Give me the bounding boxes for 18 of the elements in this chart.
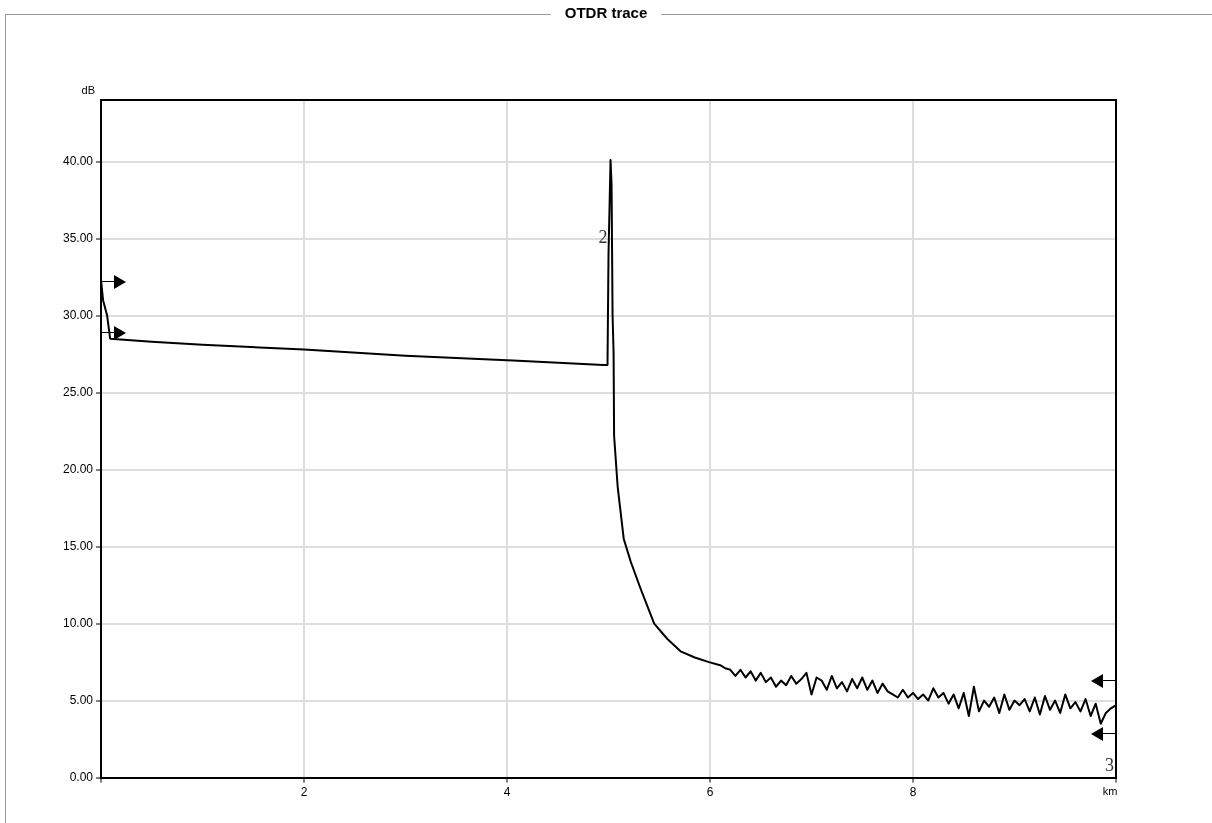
y-tick-label: 5.00 <box>69 692 94 707</box>
y-axis-title: dB <box>81 83 96 96</box>
y-tick-label: 25.00 <box>63 384 94 399</box>
x-axis-title: km <box>1102 785 1118 798</box>
x-tick-label: 8 <box>909 785 917 800</box>
y-tick-label: 20.00 <box>63 461 94 476</box>
y-tick-label: 0.00 <box>69 769 94 784</box>
annotation: 2 <box>598 227 608 248</box>
x-tick-label: 2 <box>300 785 308 800</box>
y-tick-label: 10.00 <box>63 615 94 630</box>
x-tick-label: 6 <box>706 785 714 800</box>
annotation: 3 <box>1105 755 1114 776</box>
y-tick-label: 40.00 <box>63 153 94 168</box>
x-tick-label: 4 <box>503 785 511 800</box>
y-tick-label: 15.00 <box>63 538 94 553</box>
chart-title: OTDR trace <box>550 4 662 21</box>
y-tick-label: 30.00 <box>63 307 94 322</box>
y-tick-label: 35.00 <box>63 230 94 245</box>
